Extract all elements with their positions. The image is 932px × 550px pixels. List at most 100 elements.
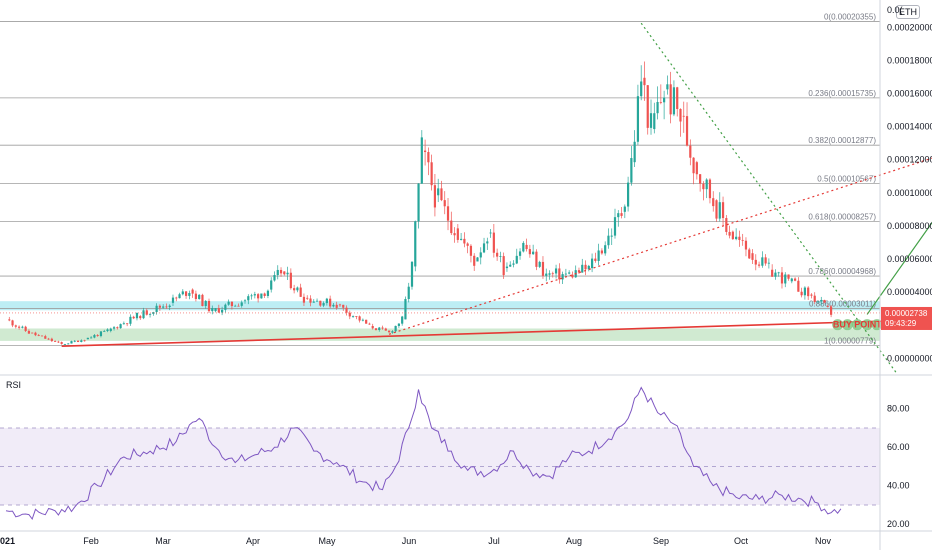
- candle-body: [496, 252, 499, 257]
- buy-point-marker[interactable]: [841, 319, 853, 331]
- candle-body: [607, 235, 610, 246]
- candle-body: [731, 231, 734, 240]
- fib-level-label: 0(0.00020355): [824, 12, 876, 21]
- buy-point-marker[interactable]: [851, 319, 863, 331]
- time-label: Nov: [815, 536, 832, 546]
- candle-body: [820, 299, 823, 302]
- candle-body: [325, 298, 328, 304]
- candle-body: [60, 342, 63, 344]
- buy-point-marker[interactable]: [832, 319, 844, 331]
- candle-body: [666, 84, 669, 90]
- candle-body: [515, 255, 518, 264]
- candle-body: [623, 206, 626, 212]
- candle-body: [257, 294, 260, 299]
- candle-body: [764, 257, 767, 264]
- candle-body: [204, 300, 207, 307]
- candle-body: [535, 251, 538, 267]
- candle-body: [466, 243, 469, 246]
- candle-body: [433, 185, 437, 208]
- time-axis[interactable]: 021 Feb Mar Apr May Jun Jul Aug Sep Oct Nov: [0, 530, 932, 546]
- falling-dotted-trendline: [640, 22, 898, 374]
- rsi-tick-label: 40.00: [887, 481, 910, 491]
- candle-body: [626, 182, 630, 207]
- candle-body: [718, 202, 721, 219]
- candle-body: [306, 297, 309, 299]
- rsi-axis[interactable]: 20.00 40.00 60.00 80.00: [887, 404, 910, 529]
- symbol-badge[interactable]: ETH: [896, 5, 920, 19]
- candle-body: [813, 295, 816, 302]
- price-tick-label: 0.00000000: [887, 353, 932, 363]
- buy-point-label: BUY POINT: [833, 320, 882, 330]
- price-pane[interactable]: 0(0.00020355) 0.236(0.00015735) 0.382(0.00…: [0, 12, 932, 374]
- candle-body: [479, 252, 482, 258]
- buy-point-marker[interactable]: [861, 319, 873, 331]
- candle-body: [728, 231, 731, 236]
- candle-body: [407, 286, 410, 300]
- candle-body: [548, 273, 551, 275]
- price-tick-label: 0.00020000: [887, 22, 932, 32]
- time-label: Feb: [83, 536, 99, 546]
- candle-body: [276, 269, 279, 276]
- candle-body: [374, 328, 378, 330]
- candle-body: [240, 302, 243, 306]
- candle-body: [482, 243, 486, 253]
- candle-body: [600, 250, 604, 254]
- time-label: Apr: [246, 536, 260, 546]
- candle-body: [558, 268, 561, 280]
- candle-body: [31, 332, 34, 334]
- fib-level-label: 1(0.00000779): [824, 336, 876, 345]
- candle-body: [50, 338, 53, 342]
- candle-body: [748, 249, 751, 259]
- candle-body: [322, 303, 325, 306]
- fib-level-label: 0.5(0.00010567): [817, 174, 876, 183]
- candle-body: [793, 278, 797, 281]
- rsi-pane[interactable]: RSI: [0, 374, 932, 521]
- candle-body: [243, 300, 247, 302]
- candle-body: [423, 150, 427, 153]
- candle-body: [695, 162, 698, 175]
- candle-body: [561, 274, 564, 280]
- candle-body: [751, 253, 754, 260]
- time-label: May: [318, 536, 336, 546]
- candle-body: [810, 294, 813, 296]
- candle-body: [145, 310, 148, 315]
- candle-body: [253, 294, 256, 296]
- candle-body: [178, 294, 181, 299]
- candle-body: [564, 273, 567, 275]
- candle-body: [505, 266, 509, 269]
- candle-body: [646, 85, 649, 128]
- candle-body: [787, 274, 790, 279]
- candle-body: [525, 244, 528, 250]
- candle-body: [617, 213, 620, 218]
- rsi-tick-label: 60.00: [887, 442, 910, 452]
- candle-body: [293, 288, 296, 291]
- candle-body: [54, 341, 57, 342]
- last-price-value: 0.00002738: [885, 309, 928, 318]
- candle-body: [532, 251, 535, 255]
- candle-body: [286, 272, 289, 275]
- candle-body: [44, 336, 47, 339]
- last-price-badge[interactable]: [881, 306, 932, 330]
- candle-body: [538, 261, 541, 267]
- candle-body: [401, 316, 404, 324]
- candle-body: [512, 263, 515, 265]
- fib-level-label: 0.886(0.00003011): [809, 299, 876, 308]
- candle-body: [361, 319, 364, 321]
- candle-body: [21, 326, 24, 328]
- price-axis[interactable]: 0.000000000.000020000.000040000.00006000…: [879, 0, 932, 550]
- candle-body: [387, 330, 391, 333]
- candle-body: [67, 343, 70, 345]
- candle-body: [86, 337, 89, 340]
- candle-body: [453, 233, 456, 236]
- fib-level-label: 0.382(0.00012877): [808, 136, 876, 145]
- time-label: Aug: [566, 536, 582, 546]
- candle-body: [63, 344, 67, 345]
- candle-body: [803, 287, 807, 296]
- candle-body: [620, 213, 623, 216]
- candle-body: [492, 232, 495, 253]
- candle-body: [767, 262, 770, 264]
- candle-body: [640, 81, 643, 97]
- candle-body: [613, 217, 617, 236]
- candle-body: [365, 319, 368, 324]
- candle-body: [119, 324, 122, 329]
